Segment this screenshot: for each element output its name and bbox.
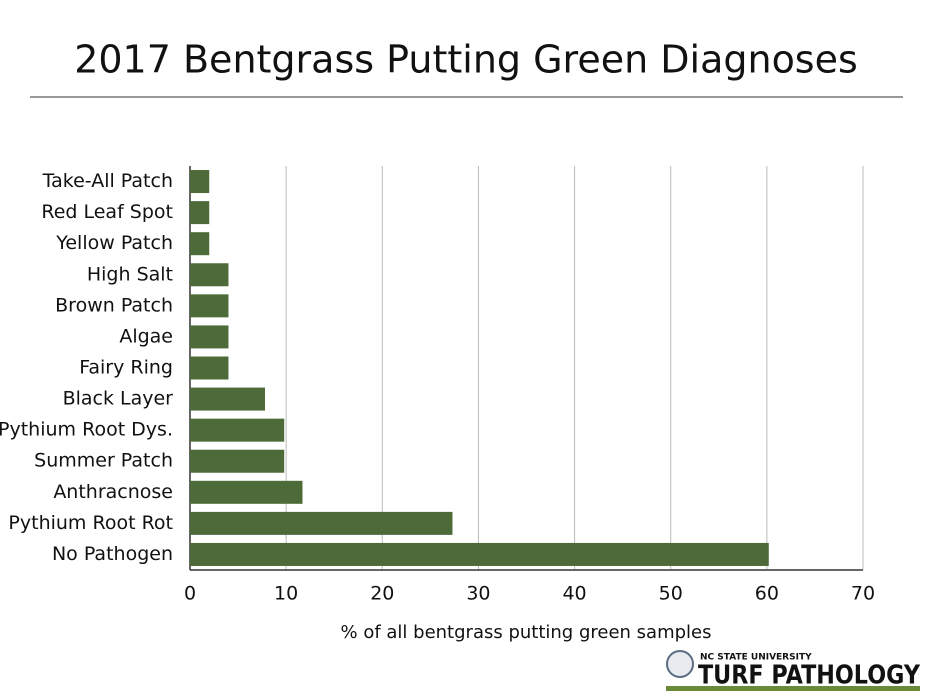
- bar: [190, 511, 453, 535]
- y-tick-label: Yellow Patch: [55, 232, 173, 254]
- bar: [190, 325, 229, 349]
- y-tick-label: Black Layer: [63, 388, 174, 410]
- x-tick-label: 60: [755, 583, 779, 605]
- y-tick-label: Red Leaf Spot: [41, 201, 173, 223]
- x-axis-label: % of all bentgrass putting green samples: [341, 622, 712, 643]
- bar: [190, 418, 285, 442]
- bar: [190, 232, 210, 256]
- y-tick-label: Fairy Ring: [79, 357, 173, 379]
- logo: NC STATE UNIVERSITY TURF PATHOLOGY: [666, 650, 921, 691]
- x-tick-label: 30: [466, 583, 490, 605]
- logo-grass: [666, 686, 920, 691]
- chart-title: 2017 Bentgrass Putting Green Diagnoses: [74, 38, 858, 82]
- y-tick-label: Summer Patch: [34, 450, 173, 472]
- x-tick-label: 40: [562, 583, 586, 605]
- x-tick-label: 50: [659, 583, 683, 605]
- bar: [190, 263, 229, 287]
- bar: [190, 480, 303, 504]
- bar: [190, 387, 265, 411]
- logo-icon: [666, 650, 694, 678]
- y-tick-label: No Pathogen: [52, 543, 173, 565]
- y-tick-label: Pythium Root Dys.: [0, 419, 173, 441]
- y-tick-label: Pythium Root Rot: [8, 512, 173, 534]
- x-tick-label: 20: [370, 583, 394, 605]
- logo-university: NC STATE UNIVERSITY: [700, 653, 812, 663]
- bar: [190, 449, 285, 473]
- y-tick-label: High Salt: [87, 263, 173, 285]
- y-tick-label: Brown Patch: [55, 294, 173, 316]
- y-tick-label: Anthracnose: [53, 481, 173, 503]
- x-tick-label: 0: [184, 583, 196, 605]
- bar: [190, 294, 229, 318]
- x-tick-label: 70: [851, 583, 875, 605]
- y-tick-label: Take-All Patch: [42, 170, 173, 192]
- logo-name: TURF PATHOLOGY: [698, 661, 921, 691]
- bar: [190, 170, 210, 194]
- bar: [190, 356, 229, 380]
- bar: [190, 201, 210, 225]
- bar: [190, 542, 769, 566]
- x-tick-label: 10: [274, 583, 298, 605]
- y-tick-label: Algae: [119, 325, 173, 347]
